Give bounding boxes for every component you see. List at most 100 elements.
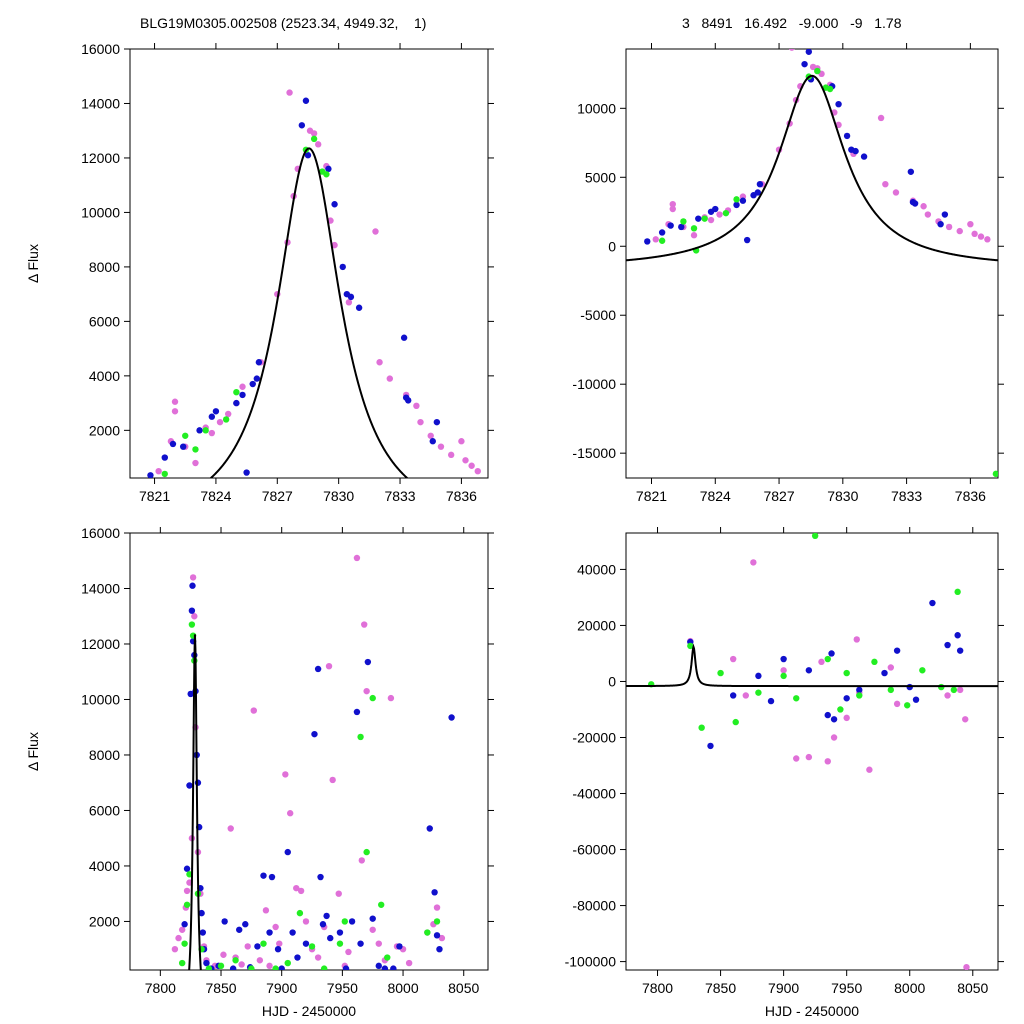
point-blue [911,200,919,207]
y-tick-label: 6000 [89,313,120,329]
point-green [320,965,328,970]
point-magenta [171,398,179,405]
point-blue [426,825,433,832]
y-tick-label: 20000 [577,617,616,633]
point-blue [319,921,327,928]
x-tick-label: 7833 [384,488,415,504]
x-tick-label: 7900 [266,980,297,996]
point-blue [830,716,838,723]
point-green [837,706,844,713]
point-blue [278,965,285,970]
point-magenta [920,203,927,210]
point-blue [289,929,296,936]
y-tick-label: 16000 [81,41,120,57]
point-blue [907,168,915,175]
point-magenta [216,418,224,426]
point-blue [181,921,188,928]
x-tick-label: 7850 [205,980,236,996]
point-green [733,196,740,203]
point-green [222,416,230,423]
point-blue [852,147,859,155]
point-blue [304,152,312,159]
point-blue [179,443,187,450]
y-tick-label: 14000 [81,580,120,596]
point-magenta [178,926,186,933]
point-blue [194,779,202,786]
point-magenta [386,375,394,382]
point-blue [707,742,714,750]
point-magenta [224,410,232,418]
point-blue [375,962,382,970]
point-blue [733,201,740,209]
y-tick-label: -100000 [565,954,617,970]
point-green [181,940,188,947]
point-magenta [239,383,246,390]
point-blue [203,959,210,967]
y-tick-label: 12000 [81,150,120,166]
point-magenta [175,934,182,942]
point-blue [824,711,831,719]
point-blue [644,238,651,245]
point-green [183,901,191,908]
point-blue [937,220,944,228]
point-magenta [192,459,199,467]
point-blue [729,692,737,699]
point-blue [253,375,261,382]
point-green [793,695,800,702]
point-blue [353,708,361,716]
y-tick-label: 2000 [89,422,120,438]
point-magenta [669,205,676,213]
point-blue [912,696,920,703]
point-blue [183,865,191,872]
y-tick-label: -10000 [572,376,616,392]
point-magenta [742,692,749,699]
point-green [232,957,239,964]
point-green [658,237,666,244]
point-green [357,733,364,741]
plot-frame [625,532,999,971]
point-blue [348,918,356,925]
point-magenta [293,884,300,892]
point-magenta [971,230,978,238]
point-blue [780,655,787,663]
y-tick-label: 2000 [89,913,120,929]
point-blue [801,60,808,68]
point-green [378,901,385,908]
point-magenta [272,923,279,931]
point-blue [357,940,364,947]
point-blue [390,965,397,970]
point-magenta [413,402,420,410]
point-blue [187,690,194,698]
point-green [690,225,698,232]
plot-frame [625,48,999,479]
point-magenta [171,408,179,415]
point-blue [381,965,389,970]
data-points [171,554,455,970]
point-green [824,655,831,663]
x-tick-label: 8000 [387,980,418,996]
point-magenta [189,574,197,581]
y-tick-label: 6000 [89,802,120,818]
x-tick-label: 7821 [636,488,667,504]
point-magenta [369,926,376,933]
plot-frame [129,532,489,971]
x-tick-label: 7950 [831,980,862,996]
data-points [648,533,970,970]
point-blue [331,201,338,208]
point-magenta [984,236,991,243]
point-blue [805,49,813,55]
point-magenta [155,467,162,475]
point-green [811,533,819,540]
point-blue [198,909,205,917]
y-tick-label: 8000 [89,259,120,275]
point-magenta [438,934,446,942]
point-blue [396,943,403,950]
point-magenta [750,559,757,566]
x-axis-label: HJD - 2450000 [262,1003,356,1019]
point-blue [336,929,344,936]
point-magenta [282,771,289,778]
point-green [680,218,687,225]
point-green [217,962,225,970]
point-blue [405,397,412,404]
y-tick-label: 40000 [577,561,616,577]
